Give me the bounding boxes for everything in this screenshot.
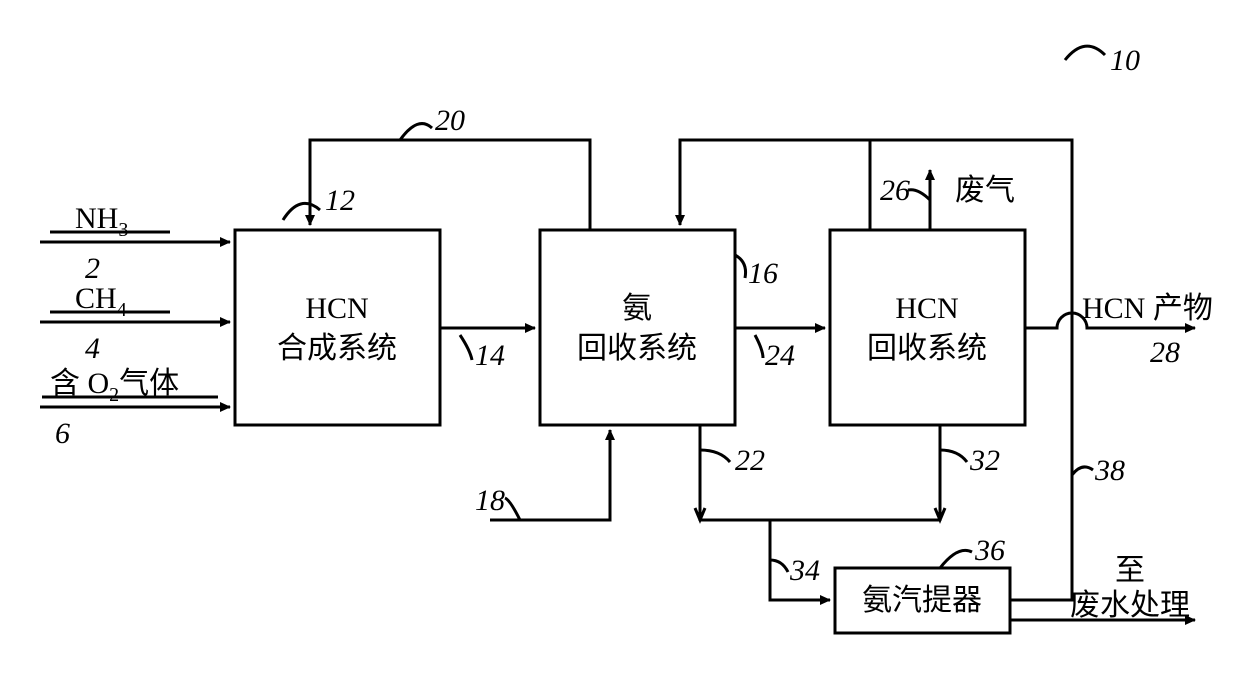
num-24: 24 <box>765 339 795 372</box>
num-32: 32 <box>969 444 1000 477</box>
num-12: 12 <box>325 184 355 217</box>
num-10: 10 <box>1110 44 1140 77</box>
num-2: 2 <box>85 252 100 285</box>
input-ch4: CH4 4 <box>40 282 230 365</box>
num-14: 14 <box>475 339 505 372</box>
num-34: 34 <box>789 554 820 587</box>
o2-label: 含 O2气体 <box>50 367 179 406</box>
num-16: 16 <box>748 257 778 290</box>
stream-18 <box>490 430 610 520</box>
box-nh3rec: 氨 回收系统 <box>540 230 735 425</box>
label-waste-1: 至 <box>1115 554 1145 587</box>
num-36: 36 <box>974 534 1005 567</box>
synth-l2: 合成系统 <box>277 332 397 365</box>
num-20: 20 <box>435 104 465 137</box>
label-waste-2: 废水处理 <box>1070 589 1190 622</box>
num-18: 18 <box>475 484 505 517</box>
hcnrec-l1: HCN <box>895 292 958 325</box>
synth-l1: HCN <box>305 292 368 325</box>
num-38: 38 <box>1094 454 1125 487</box>
box-synth: HCN 合成系统 <box>235 230 440 425</box>
label-hcnprod: HCN 产物 <box>1082 292 1213 325</box>
hcn-process-diagram: NH3 2 CH4 4 含 O2气体 6 HCN 合成系统 氨 回收系统 HCN <box>0 0 1240 674</box>
strip-l1: 氨汽提器 <box>862 584 982 617</box>
box-hcnrec: HCN 回收系统 <box>830 230 1025 425</box>
num-28: 28 <box>1150 336 1180 369</box>
nh3-label: NH3 <box>75 202 128 241</box>
nh3rec-l1: 氨 <box>622 292 652 325</box>
stream-top-right <box>680 140 870 230</box>
num-22: 22 <box>735 444 765 477</box>
label-offgas: 废气 <box>955 174 1015 207</box>
num-4: 4 <box>85 332 100 365</box>
num-6: 6 <box>55 417 70 450</box>
ch4-label: CH4 <box>75 282 127 321</box>
input-nh3: NH3 2 <box>40 202 230 285</box>
num-26: 26 <box>880 174 910 207</box>
input-o2: 含 O2气体 6 <box>40 367 230 450</box>
box-stripper: 氨汽提器 <box>835 568 1010 633</box>
hcnrec-l2: 回收系统 <box>867 332 987 365</box>
nh3rec-l2: 回收系统 <box>577 332 697 365</box>
